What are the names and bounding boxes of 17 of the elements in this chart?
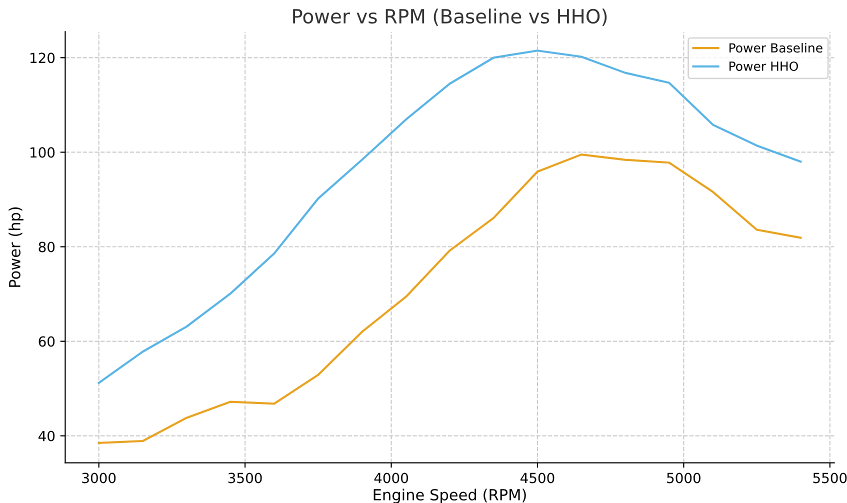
- x-tick-label: 4000: [374, 472, 408, 484]
- x-tick-label: 3000: [82, 472, 116, 484]
- y-axis-title: Power (hp): [8, 207, 24, 287]
- chart-title: Power vs RPM (Baseline vs HHO): [293, 8, 607, 26]
- x-axis-title: Engine Speed (RPM): [374, 488, 526, 503]
- legend-label: Power HHO: [730, 62, 798, 71]
- y-tick-label: 40: [38, 430, 55, 442]
- x-tick-label: 4500: [520, 472, 554, 484]
- y-tick-label: 80: [38, 242, 55, 252]
- y-tick-label: 60: [38, 336, 55, 347]
- x-tick-label: 3500: [228, 472, 262, 484]
- legend-label: Power Baseline: [730, 42, 822, 53]
- y-tick-label: 100: [30, 147, 55, 158]
- x-tick-label: 5000: [667, 472, 700, 484]
- x-tick-label: 5500: [813, 472, 847, 484]
- line-series: [98, 154, 802, 444]
- y-tick-label: 120: [30, 52, 55, 64]
